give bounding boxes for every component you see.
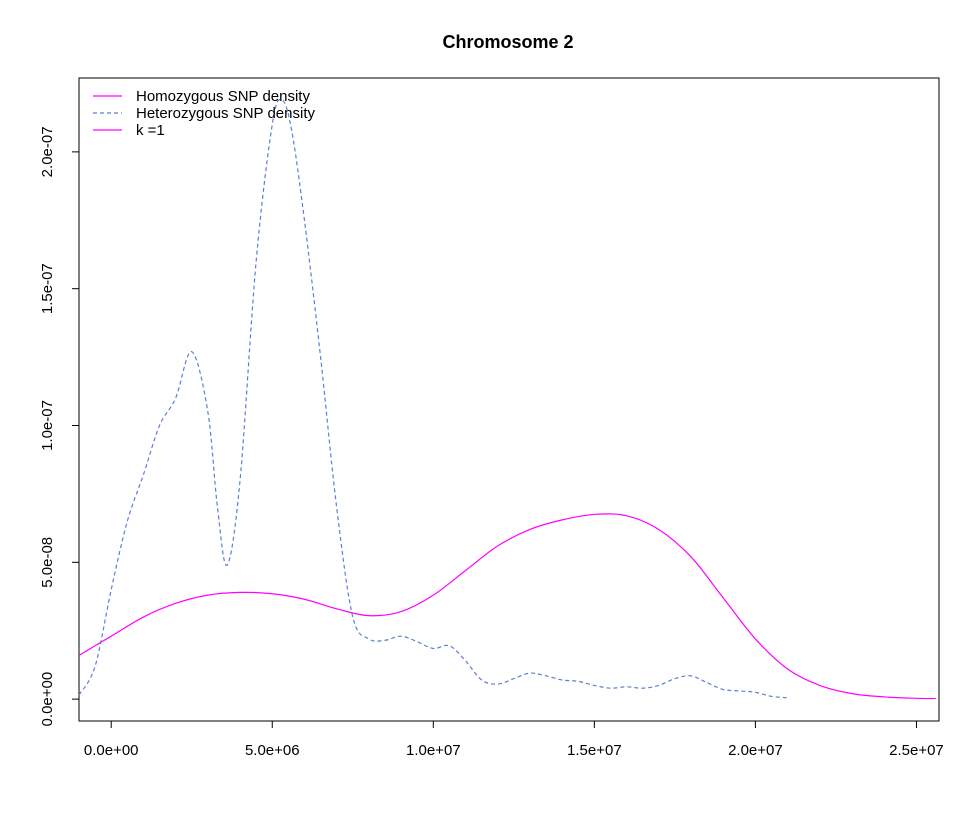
series-layer bbox=[78, 98, 936, 700]
chart-title: Chromosome 2 bbox=[442, 32, 573, 52]
legend-label: k =1 bbox=[136, 122, 165, 139]
x-tick-label: 2.0e+07 bbox=[728, 742, 783, 759]
y-tick-label: 1.5e-07 bbox=[39, 263, 56, 314]
x-tick-label: 1.5e+07 bbox=[567, 742, 622, 759]
series-heterozygous-line bbox=[78, 98, 788, 699]
y-tick-label: 1.0e-07 bbox=[39, 400, 56, 451]
x-tick-label: 0.0e+00 bbox=[84, 742, 139, 759]
y-tick-label: 0.0e+00 bbox=[39, 672, 56, 727]
x-tick-label: 1.0e+07 bbox=[406, 742, 461, 759]
x-tick-label: 2.5e+07 bbox=[889, 742, 944, 759]
x-axis: 0.0e+00 5.0e+06 1.0e+07 1.5e+07 2.0e+07 2.5e+… bbox=[84, 721, 944, 759]
legend-label: Homozygous SNP density bbox=[136, 88, 310, 105]
x-tick-label: 5.0e+06 bbox=[245, 742, 300, 759]
y-tick-label: 2.0e-07 bbox=[39, 126, 56, 177]
series-homozygous-line bbox=[78, 513, 936, 700]
plot-frame bbox=[78, 77, 940, 722]
y-tick-label: 5.0e-08 bbox=[39, 537, 56, 588]
legend-label: Heterozygous SNP density bbox=[136, 105, 315, 122]
y-axis: 0.0e+00 5.0e-08 1.0e-07 1.5e-07 2.0e-07 bbox=[39, 126, 79, 726]
